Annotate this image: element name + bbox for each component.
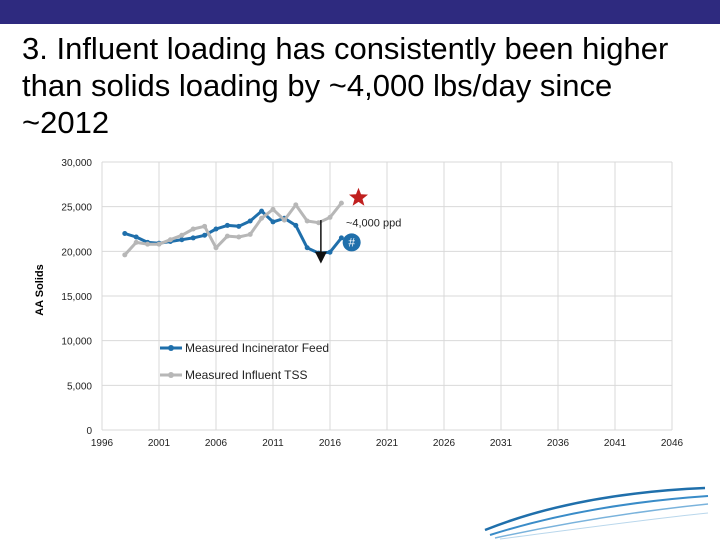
x-tick-label: 2016 <box>319 438 342 449</box>
series-1-point <box>190 235 196 241</box>
series-2-point <box>133 239 139 245</box>
badge-label: # <box>348 235 355 249</box>
series-2-point <box>338 200 344 206</box>
x-tick-label: 2031 <box>490 438 513 449</box>
series-2-point <box>202 223 208 229</box>
y-tick-label: 5,000 <box>67 381 92 392</box>
star-icon <box>349 187 368 206</box>
x-tick-label: 2046 <box>661 438 684 449</box>
y-tick-label: 30,000 <box>61 158 92 169</box>
series-1-point <box>179 237 185 243</box>
y-tick-label: 20,000 <box>61 247 92 258</box>
series-2-point <box>281 217 287 223</box>
x-tick-label: 2026 <box>433 438 456 449</box>
series-1-point <box>293 222 299 228</box>
series-1-point <box>213 226 219 232</box>
top-banner <box>0 0 720 24</box>
series-2-point <box>247 231 253 237</box>
series-1-point <box>259 208 265 214</box>
series-2-point <box>316 220 322 226</box>
x-tick-label: 2036 <box>547 438 570 449</box>
series-1-point <box>247 218 253 224</box>
badge-icon <box>342 233 361 252</box>
series-2-point <box>213 245 219 251</box>
series-1-point <box>224 222 230 228</box>
x-tick-label: 2041 <box>604 438 627 449</box>
series-1-point <box>327 249 333 255</box>
series-2-point <box>327 214 333 220</box>
y-tick-label: 15,000 <box>61 292 92 303</box>
series-2-point <box>179 232 185 238</box>
series-2-point <box>236 234 242 240</box>
legend-marker <box>168 372 174 378</box>
series-2-point <box>270 206 276 212</box>
y-tick-label: 25,000 <box>61 203 92 214</box>
x-tick-label: 2006 <box>205 438 228 449</box>
series-1-point <box>133 234 139 240</box>
series-2-point <box>167 237 173 243</box>
series-2-point <box>156 241 162 247</box>
series-1-point <box>304 245 310 251</box>
slide-title: 3. Influent loading has consistently bee… <box>22 31 669 140</box>
x-tick-label: 2011 <box>262 438 284 449</box>
x-tick-label: 1996 <box>91 438 114 449</box>
series-1-point <box>122 230 128 236</box>
series-1-point <box>338 235 344 241</box>
legend-entry: Measured Influent TSS <box>185 368 308 382</box>
series-2-point <box>259 215 265 221</box>
legend-marker <box>168 345 174 351</box>
legend-entry: Measured Incinerator Feed <box>185 341 329 355</box>
series-2-point <box>224 233 230 239</box>
y-tick-label: 0 <box>86 426 92 437</box>
logo-swoosh-icon <box>484 486 709 540</box>
series-2-point <box>304 218 310 224</box>
series-2-point <box>293 202 299 208</box>
x-tick-label: 2001 <box>148 438 171 449</box>
x-tick-label: 2021 <box>376 438 399 449</box>
y-tick-label: 10,000 <box>61 337 92 348</box>
series-2-point <box>190 226 196 232</box>
series-2-point <box>145 241 151 247</box>
annotation-label: ~4,000 ppd <box>346 217 401 229</box>
series-1-point <box>270 219 276 225</box>
series-1-point <box>236 223 242 229</box>
series-2-point <box>122 252 128 258</box>
series-1-point <box>202 232 208 238</box>
